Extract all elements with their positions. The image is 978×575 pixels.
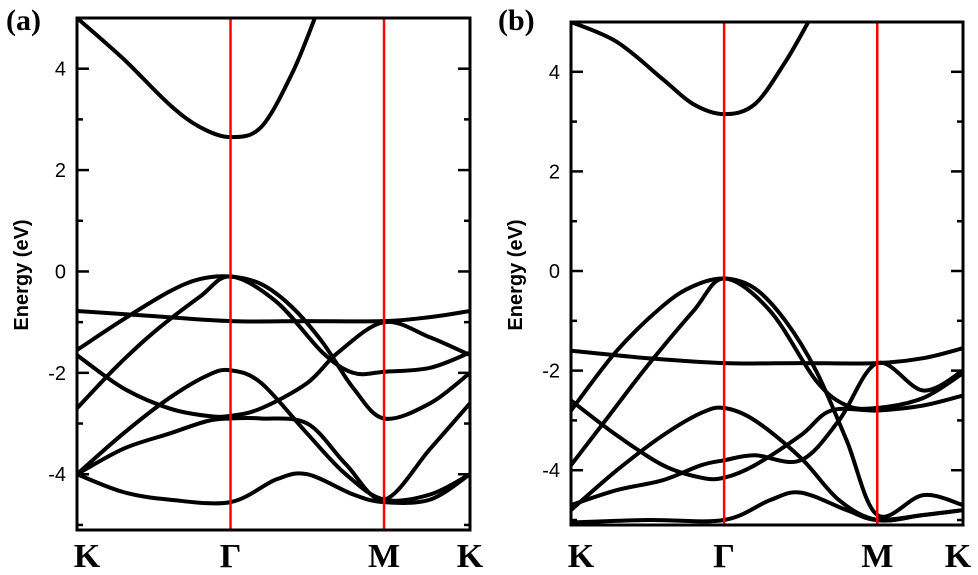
panel-a-kpoint-label: Γ (220, 538, 242, 575)
panel-a-yticks: 4 2 0 -2 -4 (48, 59, 66, 487)
band-line-5 (77, 319, 470, 419)
plot-frame (569, 20, 965, 527)
panel-b-ylabel: Energy (eV) (505, 219, 527, 330)
panel-b-plot (569, 20, 965, 527)
band-line-5 (571, 393, 963, 482)
band-line-7 (77, 471, 470, 506)
band-line-3 (77, 274, 470, 421)
panel-a-ytick-label: -2 (48, 363, 66, 385)
panel-b-label: (b) (498, 4, 535, 37)
panel-a-kpoint-label: K (74, 538, 101, 575)
panel-b-ytick-label: 4 (549, 62, 560, 84)
band-line-1 (571, 22, 811, 117)
panel-b-ytick-label: 2 (549, 161, 560, 183)
panel-a-ytick-label: -4 (48, 464, 66, 486)
panel-b-ytick-label: 0 (549, 261, 560, 283)
panel-a-ylabel: Energy (eV) (11, 219, 33, 330)
plot-frame (75, 16, 472, 532)
band-line-8 (571, 360, 963, 508)
panel-a-plot (75, 16, 472, 532)
panel-b-kpoint-label: K (568, 538, 595, 575)
panel-b-yticks: 4 2 0 -2 -4 (542, 62, 560, 482)
panel-b-ytick-label: -2 (542, 361, 560, 383)
panel-a-label: (a) (6, 4, 41, 37)
panel-a-bands (77, 18, 470, 506)
panel-b-ytick-label: -4 (542, 460, 560, 482)
panel-b-kpoints: K Γ M K (568, 538, 972, 575)
panel-a-kpoint-label: M (368, 538, 400, 575)
panel-b-kpoint-label: K (945, 538, 972, 575)
panel-b-kpoint-label: Γ (713, 538, 735, 575)
panel-a-kpoints: K Γ M K (74, 538, 484, 575)
panel-b-kpoint-label: M (861, 538, 893, 575)
band-line-3 (571, 276, 963, 519)
panel-a-ytick-label: 0 (55, 261, 66, 283)
panel-a-ytick-label: 2 (55, 160, 66, 182)
panel-a: (a) Energy (eV) 4 2 0 -2 -4 K Γ M K (6, 4, 484, 575)
panel-b: (b) Energy (eV) 4 2 0 -2 -4 K Γ M K (498, 4, 972, 575)
band-line-2 (571, 346, 963, 366)
band-line-7 (571, 490, 963, 525)
band-line-4 (571, 276, 963, 468)
panel-a-ytick-label: 4 (55, 59, 66, 81)
band-line-8 (77, 401, 470, 502)
panel-a-kpoint-label: K (457, 538, 484, 575)
band-line-4 (77, 274, 470, 411)
panel-b-bands (571, 22, 963, 525)
band-line-1 (77, 18, 317, 140)
